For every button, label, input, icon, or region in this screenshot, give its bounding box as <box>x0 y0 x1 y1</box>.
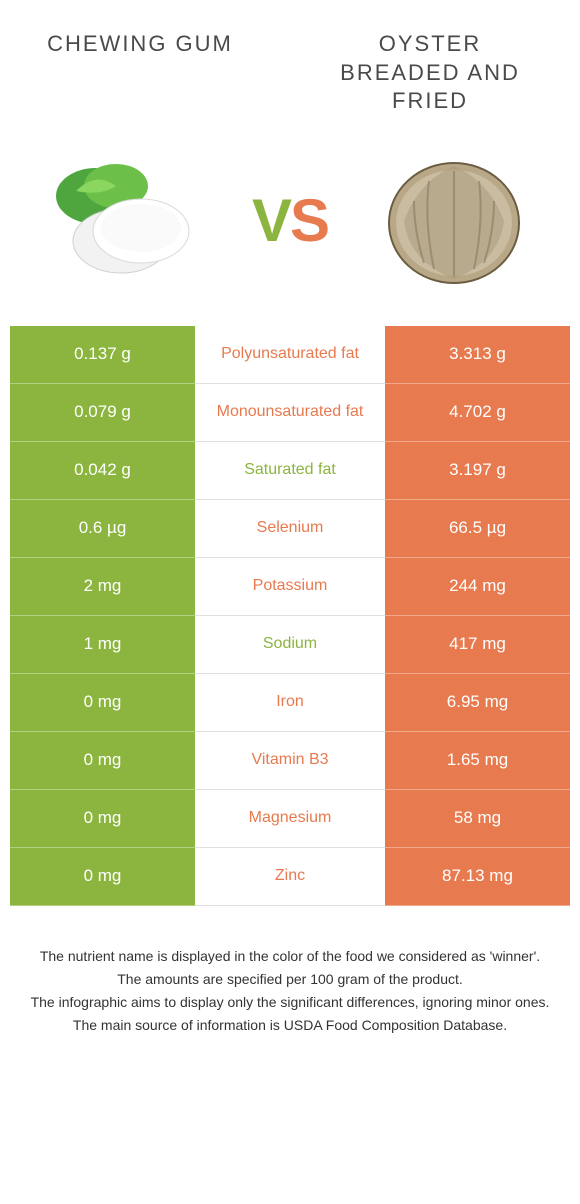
vs-v-letter: V <box>252 187 290 254</box>
table-row: 0 mgMagnesium58 mg <box>10 790 570 848</box>
left-value-cell: 0.042 g <box>10 442 195 500</box>
left-value-cell: 1 mg <box>10 616 195 674</box>
footer-line-3: The infographic aims to display only the… <box>20 992 560 1013</box>
left-value-cell: 0 mg <box>10 674 195 732</box>
nutrient-label-cell: Monounsaturated fat <box>195 384 385 442</box>
vs-s-letter: S <box>290 187 328 254</box>
right-value-cell: 87.13 mg <box>385 848 570 906</box>
left-value-cell: 2 mg <box>10 558 195 616</box>
nutrient-label-cell: Potassium <box>195 558 385 616</box>
nutrient-label-cell: Iron <box>195 674 385 732</box>
right-value-cell: 417 mg <box>385 616 570 674</box>
table-row: 0.079 gMonounsaturated fat4.702 g <box>10 384 570 442</box>
right-value-cell: 3.313 g <box>385 326 570 384</box>
right-food-title: Oyster Breaded and Fried <box>320 30 540 116</box>
oyster-icon <box>369 146 539 296</box>
nutrient-label-cell: Zinc <box>195 848 385 906</box>
nutrient-label-cell: Vitamin B3 <box>195 732 385 790</box>
nutrient-label-cell: Sodium <box>195 616 385 674</box>
nutrient-label-cell: Saturated fat <box>195 442 385 500</box>
left-food-title: Chewing Gum <box>40 30 240 116</box>
nutrient-table: 0.137 gPolyunsaturated fat3.313 g0.079 g… <box>10 326 570 906</box>
left-value-cell: 0 mg <box>10 732 195 790</box>
nutrient-label-cell: Polyunsaturated fat <box>195 326 385 384</box>
right-value-cell: 4.702 g <box>385 384 570 442</box>
nutrient-label-cell: Selenium <box>195 500 385 558</box>
right-value-cell: 6.95 mg <box>385 674 570 732</box>
footer-line-4: The main source of information is USDA F… <box>20 1015 560 1036</box>
left-value-cell: 0.137 g <box>10 326 195 384</box>
table-row: 2 mgPotassium244 mg <box>10 558 570 616</box>
right-value-cell: 244 mg <box>385 558 570 616</box>
left-value-cell: 0 mg <box>10 790 195 848</box>
vs-label: VS <box>252 186 328 255</box>
table-row: 0.042 gSaturated fat3.197 g <box>10 442 570 500</box>
chewing-gum-icon <box>41 146 211 296</box>
right-value-cell: 3.197 g <box>385 442 570 500</box>
nutrient-label-cell: Magnesium <box>195 790 385 848</box>
table-row: 0.137 gPolyunsaturated fat3.313 g <box>10 326 570 384</box>
images-row: VS <box>0 126 580 326</box>
footer-notes: The nutrient name is displayed in the co… <box>0 906 580 1036</box>
right-value-cell: 66.5 µg <box>385 500 570 558</box>
table-row: 1 mgSodium417 mg <box>10 616 570 674</box>
footer-line-2: The amounts are specified per 100 gram o… <box>20 969 560 990</box>
left-value-cell: 0 mg <box>10 848 195 906</box>
table-row: 0 mgZinc87.13 mg <box>10 848 570 906</box>
footer-line-1: The nutrient name is displayed in the co… <box>20 946 560 967</box>
left-value-cell: 0.6 µg <box>10 500 195 558</box>
left-value-cell: 0.079 g <box>10 384 195 442</box>
right-value-cell: 58 mg <box>385 790 570 848</box>
header: Chewing Gum Oyster Breaded and Fried <box>0 0 580 126</box>
table-row: 0 mgVitamin B31.65 mg <box>10 732 570 790</box>
table-row: 0 mgIron6.95 mg <box>10 674 570 732</box>
table-row: 0.6 µgSelenium66.5 µg <box>10 500 570 558</box>
right-value-cell: 1.65 mg <box>385 732 570 790</box>
